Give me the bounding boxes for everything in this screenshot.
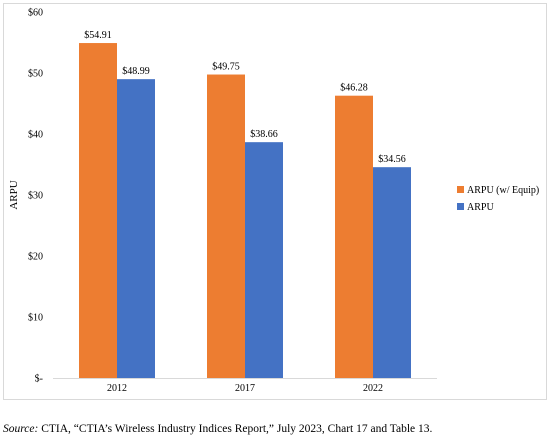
bar [245, 142, 283, 378]
y-tick-label: $- [35, 374, 43, 385]
bar [335, 95, 373, 378]
y-tick-label: $40 [28, 130, 43, 141]
x-tick-label: 2012 [107, 383, 127, 394]
y-tick-label: $60 [28, 8, 43, 19]
bar [79, 43, 117, 378]
x-tick-label: 2022 [363, 383, 383, 394]
source-text: CTIA, “CTIA’s Wireless Industry Indices … [38, 423, 433, 435]
y-tick-label: $30 [28, 191, 43, 202]
source-note: Source: CTIA, “CTIA’s Wireless Industry … [3, 423, 432, 435]
data-label: $46.28 [340, 83, 368, 94]
data-label: $54.91 [84, 30, 112, 41]
bar [207, 74, 245, 379]
data-label: $48.99 [122, 66, 150, 77]
data-label: $34.56 [378, 154, 406, 165]
legend-label: ARPU (w/ Equip) [467, 185, 539, 196]
legend-swatch [457, 203, 464, 210]
y-axis-title: ARPU [8, 180, 20, 209]
legend-label: ARPU [467, 202, 494, 213]
bar [117, 79, 155, 378]
source-label: Source: [3, 423, 39, 435]
chart-frame [3, 3, 547, 400]
arpu-bar-chart: $- $10 $20 $30 $40 $50 $60 ARPU $54.91 $48.99 2012… [8, 8, 539, 395]
legend-swatch [457, 186, 464, 193]
y-tick-label: $50 [28, 69, 43, 80]
bar [373, 167, 411, 378]
data-label: $38.66 [250, 129, 278, 140]
y-tick-label: $10 [28, 313, 43, 324]
y-tick-label: $20 [28, 252, 43, 263]
data-label: $49.75 [212, 62, 240, 73]
x-tick-label: 2017 [235, 383, 255, 394]
